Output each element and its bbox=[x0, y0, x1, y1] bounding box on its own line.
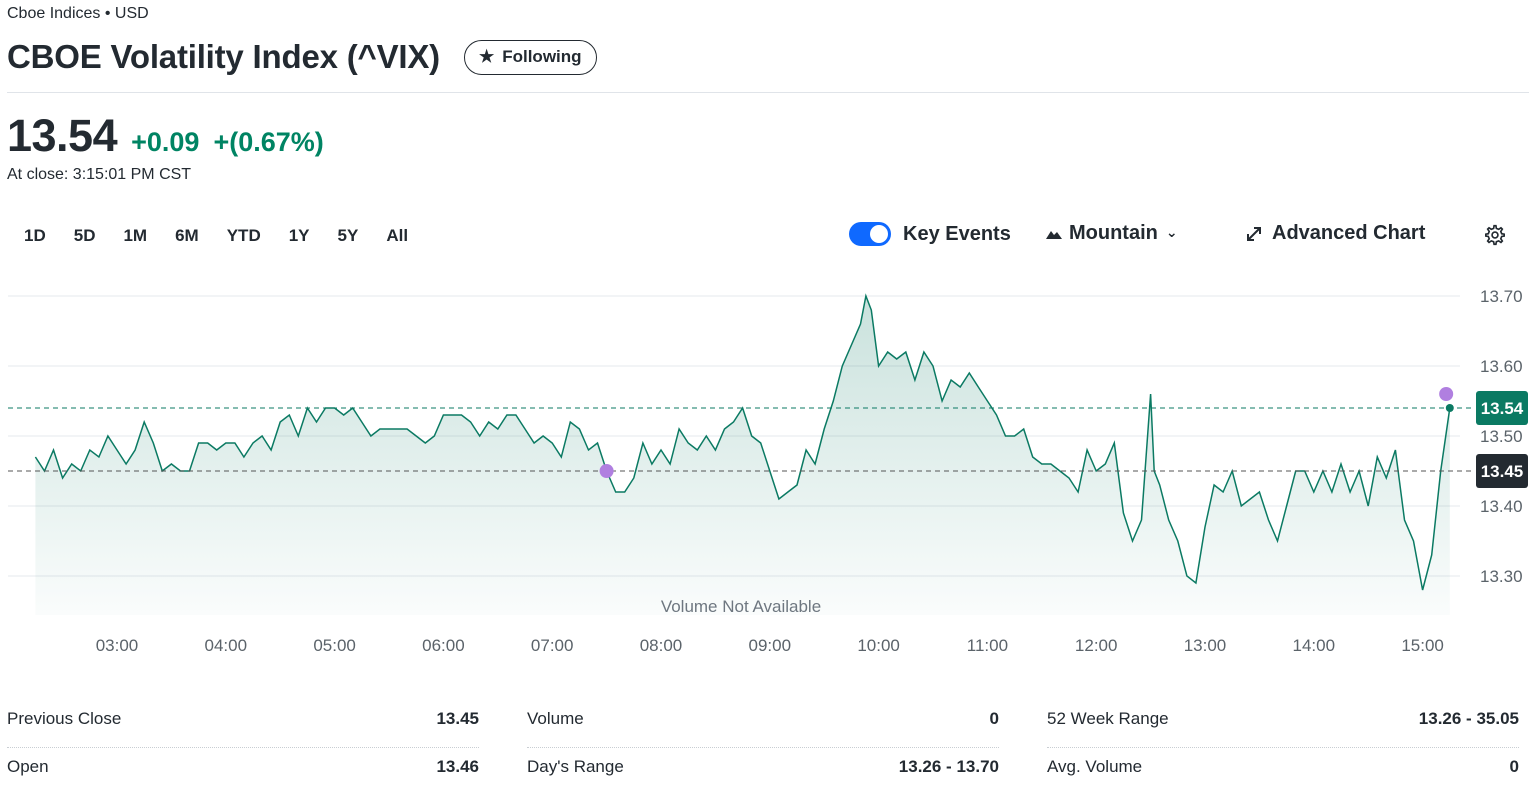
key-event-marker[interactable] bbox=[599, 464, 614, 478]
stats-column-1: Previous Close 13.45 Open 13.46 bbox=[7, 700, 479, 788]
close-time: At close: 3:15:01 PM CST bbox=[7, 166, 192, 183]
advanced-chart-button[interactable]: Advanced Chart bbox=[1244, 222, 1425, 245]
stat-label: Day's Range bbox=[527, 757, 624, 776]
following-label: Following bbox=[502, 47, 582, 66]
gear-icon bbox=[1485, 224, 1505, 246]
following-button[interactable]: ★ Following bbox=[463, 39, 597, 75]
chart-type-label: Mountain bbox=[1069, 222, 1158, 244]
price-change: +0.09 bbox=[131, 127, 200, 157]
expand-icon bbox=[1247, 226, 1261, 241]
x-tick-label: 10:00 bbox=[857, 636, 900, 655]
chart-settings-button[interactable] bbox=[1484, 224, 1506, 246]
price-row: 13.54 +0.09 +(0.67%) bbox=[7, 110, 324, 162]
stat-label: Previous Close bbox=[7, 709, 122, 728]
x-tick-label: 03:00 bbox=[96, 636, 139, 655]
stat-value: 13.26 - 13.70 bbox=[898, 757, 999, 776]
advanced-chart-label: Advanced Chart bbox=[1272, 222, 1426, 244]
previous-close-tag-label: 13.45 bbox=[1481, 462, 1524, 481]
price-chart[interactable]: 13.70 13.60 13.50 13.40 13.30 03:00 04:00 05:0… bbox=[0, 270, 1535, 670]
last-point-dot bbox=[1445, 404, 1454, 412]
stat-row: Open 13.46 bbox=[7, 748, 479, 788]
stat-row: Volume 0 bbox=[527, 700, 999, 748]
stat-label: Avg. Volume bbox=[1047, 757, 1143, 776]
range-1m[interactable]: 1M bbox=[123, 226, 148, 245]
price-line bbox=[34, 293, 1451, 591]
stat-row: 52 Week Range 13.26 - 35.05 bbox=[1047, 700, 1519, 748]
current-price-tag-label: 13.54 bbox=[1481, 399, 1524, 418]
stat-label: 52 Week Range bbox=[1047, 709, 1169, 728]
stat-value: 13.45 bbox=[436, 709, 479, 728]
x-tick-label: 07:00 bbox=[531, 636, 574, 655]
key-events-toggle[interactable] bbox=[849, 222, 891, 246]
range-1y[interactable]: 1Y bbox=[288, 226, 310, 245]
range-5y[interactable]: 5Y bbox=[337, 226, 359, 245]
y-tick-label: 13.60 bbox=[1480, 357, 1523, 376]
y-tick-label: 13.70 bbox=[1480, 287, 1523, 306]
range-5d[interactable]: 5D bbox=[73, 226, 96, 245]
chevron-down-icon: ⌄ bbox=[1165, 224, 1178, 240]
range-ytd[interactable]: YTD bbox=[226, 226, 261, 245]
x-axis: 03:00 04:00 05:00 06:00 07:00 08:00 09:00 10:00… bbox=[96, 636, 1444, 655]
y-tick-label: 13.30 bbox=[1480, 567, 1523, 586]
current-price: 13.54 bbox=[7, 110, 118, 161]
volume-note: Volume Not Available bbox=[661, 597, 821, 616]
x-tick-label: 15:00 bbox=[1401, 636, 1444, 655]
divider bbox=[7, 92, 1529, 93]
range-all[interactable]: All bbox=[386, 226, 409, 245]
key-events bbox=[599, 387, 1454, 478]
page-title: CBOE Volatility Index (^VIX) bbox=[7, 38, 440, 75]
stat-value: 0 bbox=[989, 709, 999, 728]
x-tick-label: 09:00 bbox=[749, 636, 792, 655]
stat-row: Avg. Volume 0 bbox=[1047, 748, 1519, 788]
stats-column-3: 52 Week Range 13.26 - 35.05 Avg. Volume … bbox=[1047, 700, 1519, 788]
range-6m[interactable]: 6M bbox=[175, 226, 199, 245]
stat-value: 13.46 bbox=[436, 757, 479, 776]
stat-label: Open bbox=[7, 757, 49, 776]
x-tick-label: 13:00 bbox=[1184, 636, 1227, 655]
range-selector: 1D 5D 1M 6M YTD 1Y 5Y All bbox=[10, 224, 422, 248]
x-tick-label: 06:00 bbox=[422, 636, 465, 655]
stat-row: Previous Close 13.45 bbox=[7, 700, 479, 748]
title-row: CBOE Volatility Index (^VIX) ★ Following bbox=[7, 38, 597, 76]
x-tick-label: 08:00 bbox=[640, 636, 683, 655]
mountain-icon bbox=[1046, 230, 1062, 239]
x-tick-label: 04:00 bbox=[205, 636, 248, 655]
stat-value: 13.26 - 35.05 bbox=[1418, 709, 1519, 728]
price-area bbox=[35, 296, 1450, 615]
range-1d[interactable]: 1D bbox=[24, 226, 46, 245]
stats-column-2: Volume 0 Day's Range 13.26 - 13.70 bbox=[527, 700, 999, 788]
key-events-label: Key Events bbox=[903, 222, 1011, 245]
toggle-knob bbox=[870, 225, 888, 243]
x-tick-label: 05:00 bbox=[313, 636, 356, 655]
price-change-percent: +(0.67%) bbox=[213, 127, 324, 157]
key-events-control[interactable]: Key Events bbox=[849, 222, 1011, 246]
exchange-label: Cboe Indices • USD bbox=[7, 5, 149, 22]
y-tick-label: 13.50 bbox=[1480, 427, 1523, 446]
y-tick-label: 13.40 bbox=[1480, 497, 1523, 516]
key-event-marker[interactable] bbox=[1439, 387, 1454, 401]
chart-type-dropdown[interactable]: Mountain ⌄ bbox=[1045, 222, 1178, 245]
x-tick-label: 12:00 bbox=[1075, 636, 1118, 655]
x-tick-label: 14:00 bbox=[1293, 636, 1336, 655]
x-tick-label: 11:00 bbox=[967, 636, 1008, 655]
stat-value: 0 bbox=[1509, 757, 1519, 776]
stat-label: Volume bbox=[527, 709, 584, 728]
previous-close-tag: 13.45 bbox=[1476, 454, 1528, 488]
y-axis: 13.70 13.60 13.50 13.40 13.30 bbox=[1480, 287, 1523, 586]
stat-row: Day's Range 13.26 - 13.70 bbox=[527, 748, 999, 788]
current-price-tag: 13.54 bbox=[1476, 391, 1528, 425]
star-icon: ★ bbox=[478, 47, 495, 66]
